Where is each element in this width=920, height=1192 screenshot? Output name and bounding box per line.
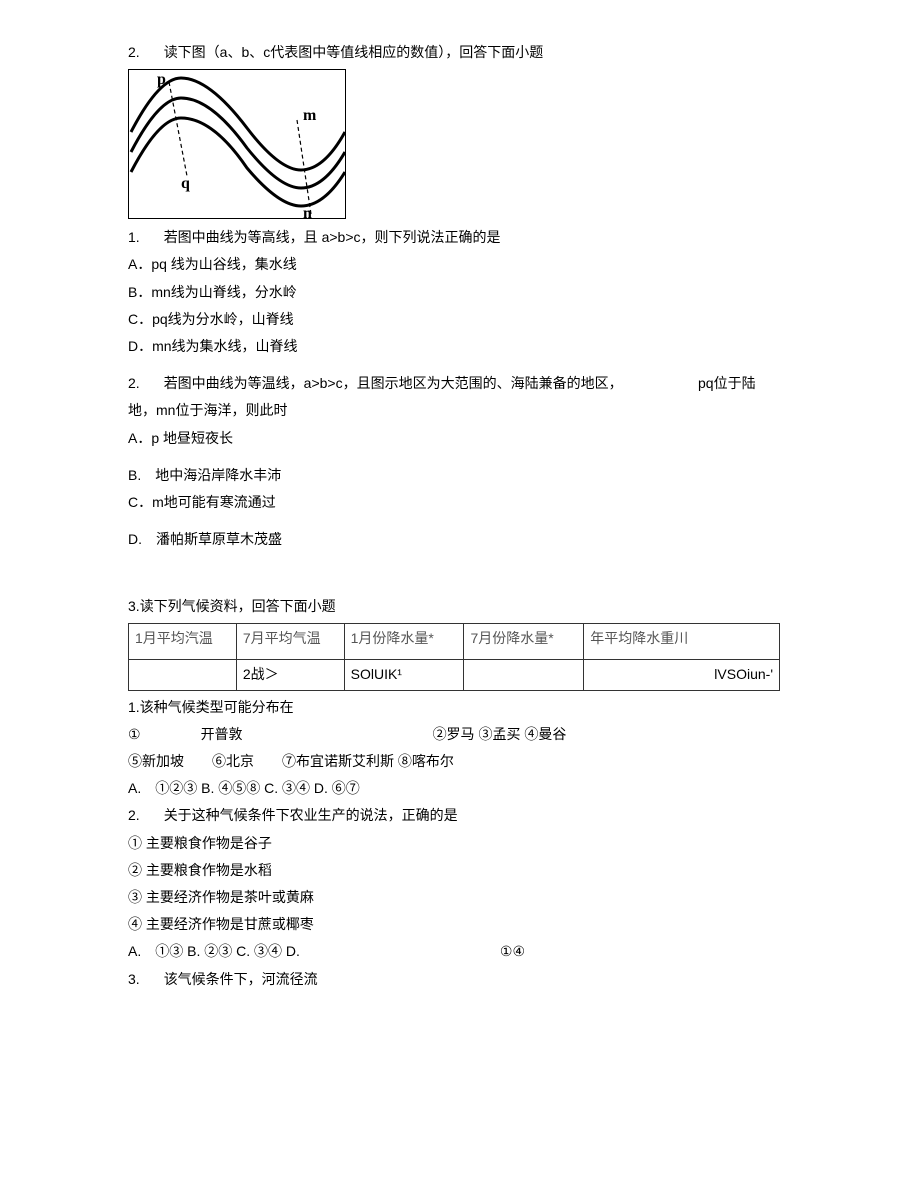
- q2-sub1-opt-c: C．pq线为分水岭，山脊线: [128, 307, 808, 332]
- diagram-label-q: q: [181, 175, 190, 192]
- diagram-label-p: p: [157, 71, 166, 88]
- table-cell: SOlUIK¹: [344, 660, 464, 690]
- q2-sub1-num: 1.: [128, 225, 140, 250]
- q3-sub1-num: 1.: [128, 699, 140, 715]
- q2-sub2-side: pq位于陆: [698, 371, 756, 396]
- page-content: 2.读下图（a、b、c代表图中等值线相应的数值），回答下面小题 p m q n …: [128, 40, 808, 992]
- table-header-row: 1月平均汽温 7月平均气温 1月份降水量* 7月份降水量* 年平均降水重川: [129, 624, 780, 660]
- q3-sub1-options-line2: ⑤新加坡 ⑥北京 ⑦布宜诺斯艾利斯 ⑧喀布尔: [128, 749, 808, 774]
- q3-sub1-answers: A. ①②③ B. ④⑤⑧ C. ③④ D. ⑥⑦: [128, 776, 808, 801]
- table-header: 1月平均汽温: [129, 624, 237, 660]
- q2-intro: 2. 读下图（a、b、c代表图中等值线相应的数值），回答下面小题: [128, 40, 808, 65]
- q3-sub2-num: 2.: [128, 803, 140, 828]
- q2-sub2-opt-d: D. 潘帕斯草原草木茂盛: [128, 527, 808, 552]
- table-header: 年平均降水重川: [584, 624, 780, 660]
- q3-sub3-text: 该气候条件下，河流径流: [164, 971, 318, 987]
- climate-table: 1月平均汽温 7月平均气温 1月份降水量* 7月份降水量* 年平均降水重川 2战…: [128, 623, 780, 690]
- q3-sub1-options-line1: ① 开普敦 ②罗马 ③孟买 ④曼谷: [128, 722, 808, 747]
- q2-sub2-opt-b: B. 地中海沿岸降水丰沛: [128, 463, 808, 488]
- table-header: 1月份降水量*: [344, 624, 464, 660]
- q3-intro: 3.读下列气候资料，回答下面小题: [128, 594, 808, 619]
- q2-sub1-opt-b: B．mn线为山脊线，分水岭: [128, 280, 808, 305]
- q3-sub2: 2. 关于这种气候条件下农业生产的说法，正确的是: [128, 803, 808, 828]
- q3-sub2-answers: A. ①③ B. ②③ C. ③④ D. ①④: [128, 939, 808, 964]
- q2-sub2-text1: 若图中曲线为等温线，a>b>c，且图示地区为大范围的、海陆兼备的地区，: [164, 375, 623, 391]
- q3-sub1: 1.该种气候类型可能分布在: [128, 695, 808, 720]
- q2-sub2: 2. 若图中曲线为等温线，a>b>c，且图示地区为大范围的、海陆兼备的地区， pq…: [128, 371, 808, 396]
- q2-intro-text: 读下图（a、b、c代表图中等值线相应的数值），回答下面小题: [164, 44, 544, 60]
- table-cell: [464, 660, 584, 690]
- diagram-label-n: n: [303, 205, 312, 219]
- q3-sub2-line3: ③ 主要经济作物是茶叶或黄麻: [128, 885, 808, 910]
- table-data-row: 2战＞ SOlUIK¹ lVSOiun-': [129, 660, 780, 690]
- q3-sub2-line4: ④ 主要经济作物是甘蔗或椰枣: [128, 912, 808, 937]
- q2-number: 2.: [128, 40, 140, 65]
- q2-sub2-opt-a: A．p 地昼短夜长: [128, 426, 808, 451]
- q3-number: 3.: [128, 598, 140, 614]
- contour-diagram: p m q n: [128, 69, 346, 219]
- q3-sub2-line1: ① 主要粮食作物是谷子: [128, 831, 808, 856]
- q2-sub1-opt-a: A．pq 线为山谷线，集水线: [128, 252, 808, 277]
- q3-sub2-text: 关于这种气候条件下农业生产的说法，正确的是: [164, 807, 458, 823]
- q2-sub1: 1. 若图中曲线为等高线，且 a>b>c，则下列说法正确的是: [128, 225, 808, 250]
- q2-sub2-cont: 地，mn位于海洋，则此时: [128, 398, 808, 423]
- opt-234: ②罗马 ③孟买 ④曼谷: [433, 726, 567, 742]
- q3-sub2-answers-b: ①④: [500, 939, 525, 964]
- q3-sub2-answers-a: A. ①③ B. ②③ C. ③④ D.: [128, 939, 300, 964]
- opt-1-label: 开普敦: [201, 726, 243, 742]
- q3-intro-text: 读下列气候资料，回答下面小题: [140, 598, 336, 614]
- table-cell: lVSOiun-': [584, 660, 780, 690]
- q2-sub2-opt-c: C．m地可能有寒流通过: [128, 490, 808, 515]
- table-header: 7月平均气温: [236, 624, 344, 660]
- table-cell: 2战＞: [236, 660, 344, 690]
- q2-sub2-num: 2.: [128, 371, 140, 396]
- q2-sub1-text: 若图中曲线为等高线，且 a>b>c，则下列说法正确的是: [164, 229, 501, 245]
- opt-1: ①: [128, 726, 141, 742]
- diagram-label-m: m: [303, 107, 317, 124]
- table-header: 7月份降水量*: [464, 624, 584, 660]
- q3-sub2-line2: ② 主要粮食作物是水稻: [128, 858, 808, 883]
- table-cell: [129, 660, 237, 690]
- q3-sub3: 3. 该气候条件下，河流径流: [128, 967, 808, 992]
- q3-sub1-text: 该种气候类型可能分布在: [140, 699, 294, 715]
- q2-sub1-opt-d: D．mn线为集水线，山脊线: [128, 334, 808, 359]
- q3-sub3-num: 3.: [128, 967, 140, 992]
